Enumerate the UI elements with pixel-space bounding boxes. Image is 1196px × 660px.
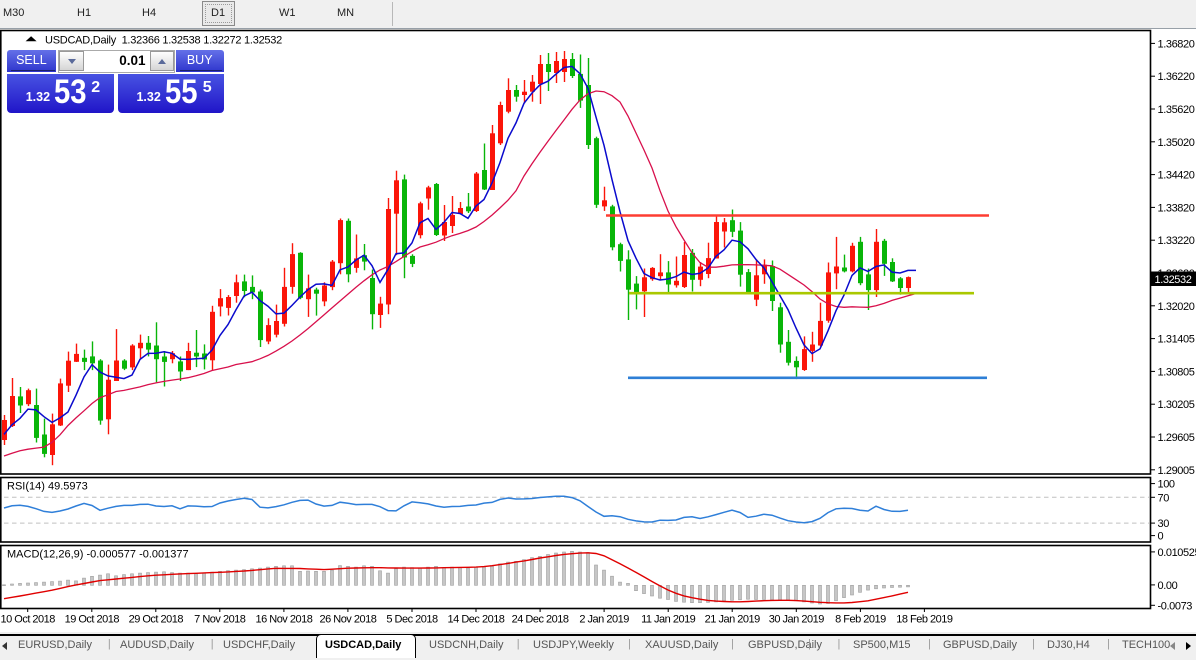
svg-text:26 Nov 2018: 26 Nov 2018 [319,614,376,626]
svg-text:RSI(14) 49.5973: RSI(14) 49.5973 [7,481,88,493]
svg-text:30: 30 [1158,518,1170,530]
svg-text:2 Jan 2019: 2 Jan 2019 [579,614,629,626]
svg-text:1.34420: 1.34420 [1158,170,1195,182]
svg-text:1.36820: 1.36820 [1158,38,1195,50]
svg-text:-0.0073: -0.0073 [1158,600,1193,612]
svg-text:100: 100 [1158,479,1175,491]
svg-text:7 Nov 2018: 7 Nov 2018 [194,614,246,626]
svg-text:1.29605: 1.29605 [1158,432,1195,444]
svg-text:5 Dec 2018: 5 Dec 2018 [386,614,438,626]
svg-text:1.30205: 1.30205 [1158,399,1195,411]
svg-text:1.35620: 1.35620 [1158,104,1195,116]
svg-text:1.32020: 1.32020 [1158,301,1195,313]
svg-text:1.29005: 1.29005 [1158,465,1195,477]
svg-text:1.33820: 1.33820 [1158,202,1195,214]
svg-text:11 Jan 2019: 11 Jan 2019 [641,614,696,626]
svg-text:14 Dec 2018: 14 Dec 2018 [448,614,505,626]
svg-text:18 Feb 2019: 18 Feb 2019 [896,614,953,626]
svg-text:8 Feb 2019: 8 Feb 2019 [835,614,886,626]
svg-text:19 Oct 2018: 19 Oct 2018 [65,614,120,626]
svg-text:1.30805: 1.30805 [1158,366,1195,378]
svg-text:MACD(12,26,9) -0.000577 -0.001: MACD(12,26,9) -0.000577 -0.001377 [7,549,189,561]
svg-text:30 Jan 2019: 30 Jan 2019 [769,614,824,626]
svg-text:1.32532: 1.32532 [1155,274,1192,286]
svg-text:24 Dec 2018: 24 Dec 2018 [512,614,569,626]
svg-text:1.36220: 1.36220 [1158,71,1195,83]
svg-text:29 Oct 2018: 29 Oct 2018 [129,614,184,626]
svg-text:1.33220: 1.33220 [1158,235,1195,247]
svg-text:0.010525: 0.010525 [1158,547,1196,559]
svg-text:70: 70 [1158,492,1170,504]
svg-text:1.35020: 1.35020 [1158,137,1195,149]
svg-text:16 Nov 2018: 16 Nov 2018 [255,614,312,626]
svg-text:USDCAD,Daily 1.32366 1.32538: USDCAD,Daily 1.32366 1.32538 1.32272 1.3… [45,35,282,47]
svg-text:0: 0 [1158,531,1164,543]
svg-text:1.31405: 1.31405 [1158,334,1195,346]
svg-text:21 Jan 2019: 21 Jan 2019 [705,614,760,626]
svg-text:0.00: 0.00 [1158,580,1178,592]
svg-text:10 Oct 2018: 10 Oct 2018 [0,614,55,626]
